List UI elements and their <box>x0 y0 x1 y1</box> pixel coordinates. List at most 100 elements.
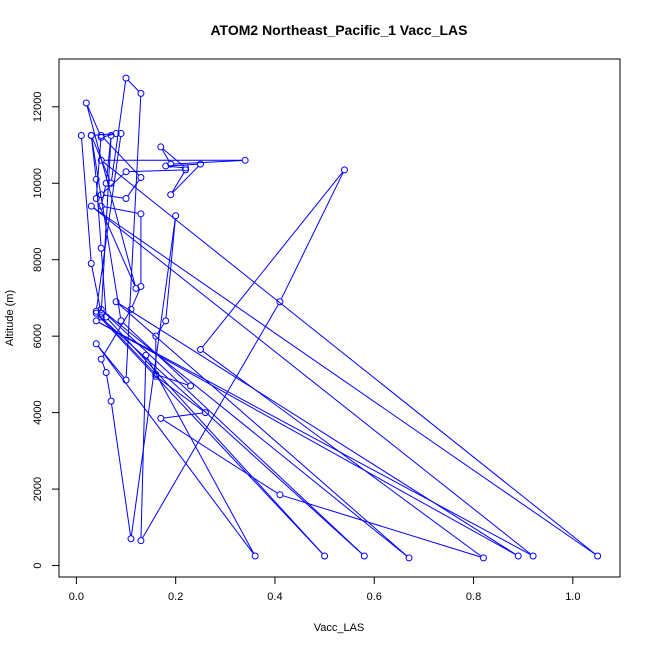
x-tick-label: 0.0 <box>69 591 84 603</box>
data-point <box>87 260 95 268</box>
series-line-segment <box>103 310 407 557</box>
data-point <box>122 74 130 82</box>
series-line-segment <box>157 323 165 334</box>
data-point <box>167 191 175 199</box>
series-line-segment <box>118 303 408 557</box>
series-line-segment <box>86 105 136 286</box>
series-line-segment <box>146 357 255 554</box>
data-point <box>97 156 105 164</box>
data-point <box>162 317 170 325</box>
data-point <box>92 175 100 183</box>
series-line-segment <box>104 194 124 199</box>
series-line-segment <box>173 159 243 165</box>
y-tick-label: 0 <box>32 562 44 568</box>
series-line-segment <box>100 251 107 315</box>
data-point <box>97 202 105 210</box>
y-tick-label: 4000 <box>32 400 44 424</box>
data-point <box>276 298 284 306</box>
data-point <box>162 162 170 170</box>
data-point <box>112 130 120 138</box>
series-line-segment <box>161 149 170 162</box>
data-point <box>137 89 145 97</box>
series-line-segment <box>93 207 596 555</box>
series-line-segment <box>97 345 125 379</box>
series-line-segment <box>165 218 176 318</box>
series-line-segment <box>97 345 254 554</box>
series-line-segment <box>202 350 482 557</box>
series-line-segment <box>118 302 516 555</box>
series-line-segment <box>91 138 122 318</box>
data-point <box>152 370 160 378</box>
data-point <box>127 305 135 313</box>
data-point <box>196 346 204 354</box>
data-point <box>122 376 130 384</box>
series-line-segment <box>95 138 102 196</box>
data-point <box>97 131 105 139</box>
data-point <box>92 307 100 315</box>
data-point <box>92 195 100 203</box>
series-line-segment <box>158 374 188 386</box>
y-tick-label: 12000 <box>32 91 44 122</box>
data-point <box>92 309 100 317</box>
data-point <box>117 317 125 325</box>
x-axis-label: Vacc_LAS <box>314 622 365 634</box>
data-point <box>92 317 100 325</box>
series-line-segment <box>122 322 189 385</box>
data-point <box>157 414 165 422</box>
series-line-segment <box>172 165 199 193</box>
x-tick-label: 0.8 <box>466 591 481 603</box>
plot-layer <box>77 74 602 562</box>
series-line-segment <box>131 289 141 307</box>
x-axis: 0.0 0.2 0.4 0.6 0.8 1.0 <box>69 576 580 603</box>
data-point <box>142 351 150 359</box>
y-axis: 0 2000 4000 6000 8000 10000 12000 <box>32 91 60 569</box>
series-line-segment <box>163 412 203 419</box>
chart-title: ATOM2 Northeast_Pacific_1 Vacc_LAS <box>210 22 467 38</box>
data-point <box>97 355 105 363</box>
series-line-segment <box>81 138 92 261</box>
data-point <box>77 131 85 139</box>
series-line-segment <box>127 179 140 197</box>
series-line-segment <box>87 105 101 135</box>
data-point <box>97 244 105 252</box>
series-line-segment <box>103 173 125 194</box>
data-point <box>479 554 487 562</box>
series-line-segment <box>280 172 344 300</box>
series-line-segment <box>98 314 363 555</box>
data-point <box>594 552 602 560</box>
data-point <box>87 202 95 210</box>
data-point <box>196 160 204 168</box>
data-point <box>405 554 413 562</box>
data-point <box>321 552 329 560</box>
y-tick-label: 10000 <box>32 168 44 199</box>
data-point <box>102 368 110 376</box>
y-tick-label: 6000 <box>32 324 44 348</box>
data-point <box>182 164 190 172</box>
series-line-segment <box>104 206 139 214</box>
data-point <box>137 210 145 218</box>
series-line-segment <box>98 321 531 555</box>
data-point <box>117 130 125 138</box>
data-point <box>112 298 120 306</box>
series-line-segment <box>103 133 114 138</box>
series-line-segment <box>93 207 532 555</box>
series-line-segment <box>163 419 278 494</box>
data-point <box>132 284 140 292</box>
series-line-segment <box>125 96 142 378</box>
data-point <box>360 552 368 560</box>
series-line-segment <box>140 358 147 538</box>
data-point <box>152 372 160 380</box>
data-point <box>152 332 160 340</box>
data-point <box>122 195 130 203</box>
plot-frame <box>58 58 621 578</box>
x-tick-label: 0.4 <box>267 591 282 603</box>
data-point <box>102 179 110 187</box>
series-line-segment <box>141 304 279 539</box>
series-line-segment <box>168 165 183 169</box>
data-point <box>251 552 259 560</box>
data-point <box>137 537 145 545</box>
series-line-segment <box>282 495 481 558</box>
series-line-segment <box>111 81 127 181</box>
series-line-segment <box>103 161 596 555</box>
data-point <box>122 168 130 176</box>
